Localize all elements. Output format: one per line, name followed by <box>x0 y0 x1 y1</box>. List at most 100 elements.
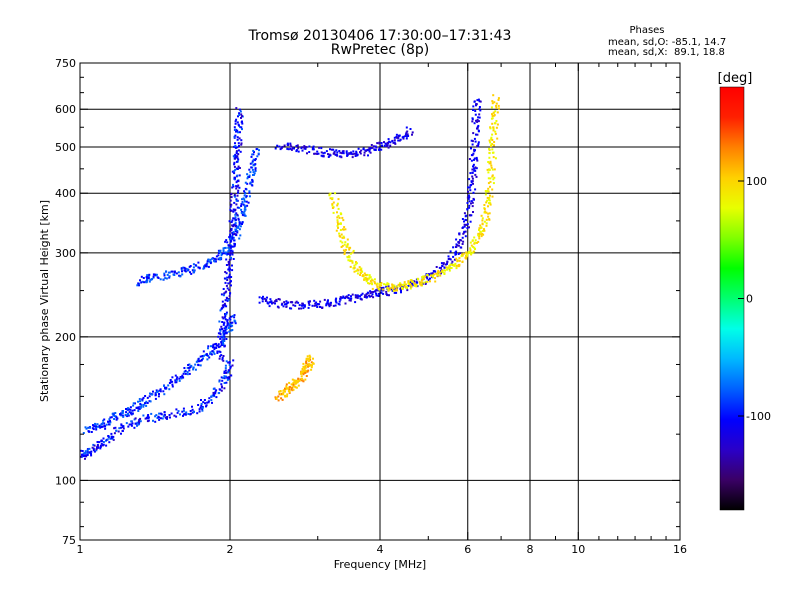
data-point <box>472 109 474 111</box>
data-point <box>302 369 305 372</box>
data-point <box>333 151 336 154</box>
data-point <box>166 416 169 418</box>
data-point <box>369 280 372 283</box>
data-point <box>218 388 221 391</box>
data-point <box>158 393 160 395</box>
data-point <box>228 323 231 326</box>
data-point <box>471 143 474 146</box>
data-point <box>233 163 236 166</box>
data-point <box>394 286 397 289</box>
data-point <box>289 147 292 150</box>
data-point <box>426 277 429 280</box>
data-point <box>394 142 397 145</box>
data-point <box>472 105 475 108</box>
data-point <box>455 250 458 253</box>
data-point <box>197 266 200 269</box>
data-point <box>407 285 410 287</box>
data-point <box>240 126 243 129</box>
data-point <box>479 224 482 227</box>
data-point <box>387 138 390 141</box>
data-point <box>468 158 471 160</box>
data-point <box>198 408 201 411</box>
data-point <box>470 252 473 255</box>
data-point <box>147 417 150 420</box>
data-point <box>229 246 232 249</box>
data-point <box>295 145 298 147</box>
data-point <box>478 100 481 103</box>
data-point <box>478 227 481 230</box>
data-point <box>373 278 376 281</box>
data-point <box>487 205 489 208</box>
data-point <box>234 134 237 137</box>
data-point <box>109 437 112 440</box>
data-point <box>240 208 243 211</box>
data-point <box>175 377 178 380</box>
data-point <box>140 405 142 408</box>
data-point <box>371 279 374 282</box>
data-point <box>281 398 284 401</box>
data-point <box>487 182 490 185</box>
data-point <box>159 278 162 281</box>
data-point <box>224 271 227 273</box>
data-point <box>376 286 379 289</box>
data-point <box>470 139 473 142</box>
data-point <box>225 326 228 328</box>
data-point <box>236 138 239 141</box>
data-point <box>238 144 240 147</box>
data-point <box>181 374 184 377</box>
data-point <box>122 415 125 418</box>
x-tick-label-6: 6 <box>464 543 471 556</box>
data-point <box>152 390 154 393</box>
data-point <box>215 344 218 347</box>
data-point <box>143 281 146 284</box>
data-point <box>202 354 205 357</box>
data-point <box>118 427 121 430</box>
data-point <box>492 126 495 129</box>
data-point <box>220 383 223 386</box>
data-point <box>467 186 470 189</box>
data-point <box>375 294 378 297</box>
data-point <box>455 257 458 260</box>
data-point <box>234 146 237 149</box>
data-point <box>449 263 452 266</box>
data-point <box>468 178 471 181</box>
data-point <box>462 252 465 255</box>
data-point <box>248 174 251 177</box>
data-point <box>399 138 402 141</box>
data-point <box>489 185 491 188</box>
data-point <box>254 170 257 172</box>
data-point <box>109 421 112 424</box>
colorbar-tick-label-0: 0 <box>746 293 753 306</box>
data-point <box>230 276 233 278</box>
data-point <box>105 423 108 426</box>
data-point <box>274 147 277 150</box>
data-point <box>469 241 472 244</box>
data-point <box>236 136 239 139</box>
data-point <box>103 424 106 427</box>
data-point <box>211 257 214 260</box>
data-point <box>252 171 255 174</box>
data-point <box>241 213 244 216</box>
data-point <box>145 404 148 407</box>
data-point <box>232 155 235 158</box>
data-point <box>198 410 201 413</box>
data-point <box>314 152 317 155</box>
data-point <box>466 223 469 226</box>
data-point <box>100 426 103 428</box>
data-point <box>374 282 376 285</box>
data-point <box>385 144 388 147</box>
data-point <box>475 156 478 159</box>
data-point <box>238 224 241 227</box>
data-point <box>471 239 474 242</box>
data-point <box>295 382 298 384</box>
data-point <box>480 235 483 238</box>
data-point <box>200 358 203 361</box>
data-point <box>192 368 195 371</box>
data-point <box>396 136 399 139</box>
data-point <box>238 222 241 225</box>
data-point <box>151 393 153 396</box>
data-point <box>292 383 295 386</box>
data-point <box>251 180 254 183</box>
data-point <box>129 412 132 415</box>
data-point <box>235 118 238 121</box>
